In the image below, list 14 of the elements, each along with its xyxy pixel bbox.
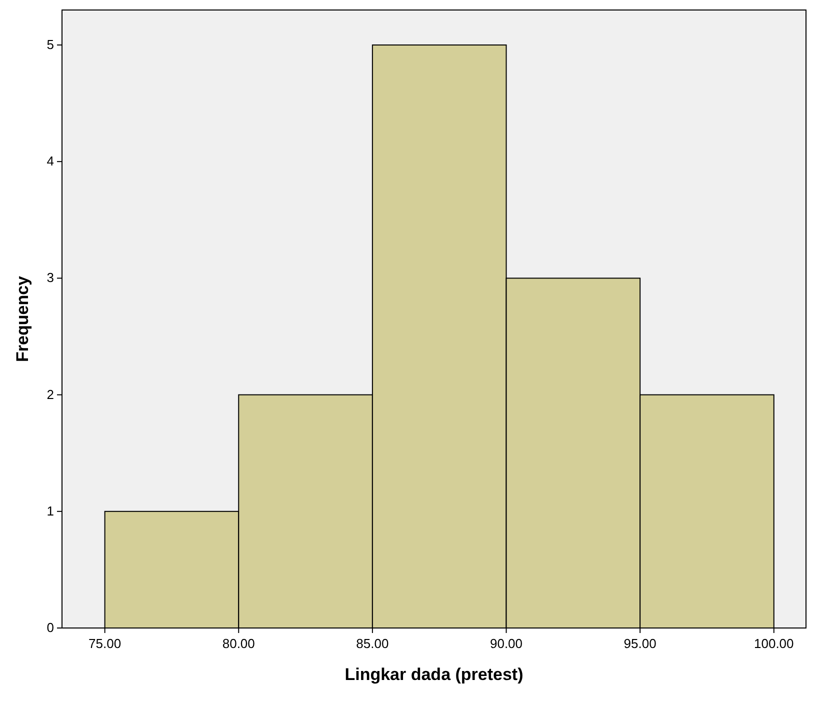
x-tick-label: 85.00 xyxy=(356,636,389,651)
y-tick-label: 4 xyxy=(46,154,54,169)
x-tick-label: 75.00 xyxy=(88,636,122,651)
x-tick-label: 90.00 xyxy=(490,636,523,651)
y-tick-label: 5 xyxy=(46,36,54,52)
y-tick-label: 3 xyxy=(46,270,54,286)
x-tick-label: 100.00 xyxy=(754,636,794,651)
x-axis-title: Lingkar dada (pretest) xyxy=(344,665,524,684)
y-tick-label: 2 xyxy=(46,386,54,402)
y-tick-label: 0 xyxy=(46,620,54,635)
y-axis-title: Frequency xyxy=(13,275,32,362)
y-tick-label: 1 xyxy=(46,503,54,518)
x-tick-label: 80.00 xyxy=(222,636,255,651)
x-tick-label: 95.00 xyxy=(624,636,656,651)
